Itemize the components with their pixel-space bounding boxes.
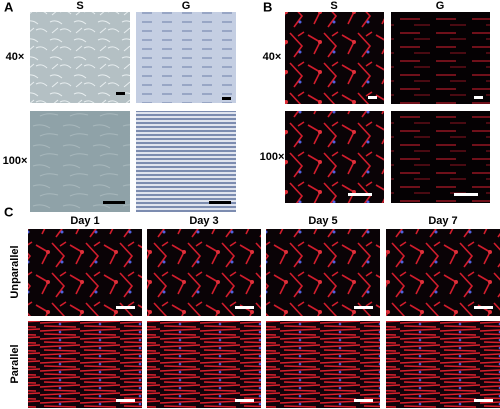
image (386, 229, 500, 316)
panel-label: A (4, 0, 14, 14)
scale-bar (368, 96, 377, 99)
image (266, 229, 380, 316)
scale-bar (116, 92, 125, 95)
column-header: Day 3 (189, 215, 218, 227)
row-label: Parallel (9, 344, 21, 383)
image (391, 12, 490, 104)
row-label: 100× (3, 155, 28, 167)
panel-label: B (263, 0, 272, 14)
image (147, 321, 261, 408)
image-grid (28, 229, 500, 408)
column-header: Day 1 (70, 215, 99, 227)
image (30, 111, 130, 212)
panel-label: C (4, 204, 14, 219)
column-header: S (330, 0, 337, 12)
column-header: G (436, 0, 445, 12)
column-header: Day 5 (308, 215, 337, 227)
scale-bar (116, 306, 135, 309)
scale-bar (354, 399, 373, 402)
image (147, 229, 261, 316)
image (386, 321, 500, 408)
column-header: Day 7 (428, 215, 457, 227)
scale-bar (116, 399, 135, 402)
image (28, 229, 142, 316)
row-label: 40× (263, 51, 282, 63)
scale-bar (222, 97, 231, 100)
image (28, 321, 142, 408)
scale-bar (354, 306, 373, 309)
scale-bar (454, 193, 478, 196)
scale-bar (103, 201, 125, 204)
scale-bar (348, 193, 372, 196)
scale-bar (474, 399, 493, 402)
scale-bar (235, 399, 254, 402)
scale-bar (209, 201, 231, 204)
column-header: G (182, 0, 191, 12)
row-label: Unparallel (9, 245, 21, 298)
image (285, 111, 384, 203)
image (266, 321, 380, 408)
image (285, 12, 384, 104)
image (30, 12, 130, 103)
row-label: 40× (6, 51, 25, 63)
image (136, 111, 236, 212)
scale-bar (235, 306, 254, 309)
scale-bar (474, 306, 493, 309)
column-header: S (76, 0, 83, 12)
row-label: 100× (260, 151, 285, 163)
scale-bar (474, 96, 483, 99)
image (391, 111, 490, 203)
image (136, 12, 236, 103)
